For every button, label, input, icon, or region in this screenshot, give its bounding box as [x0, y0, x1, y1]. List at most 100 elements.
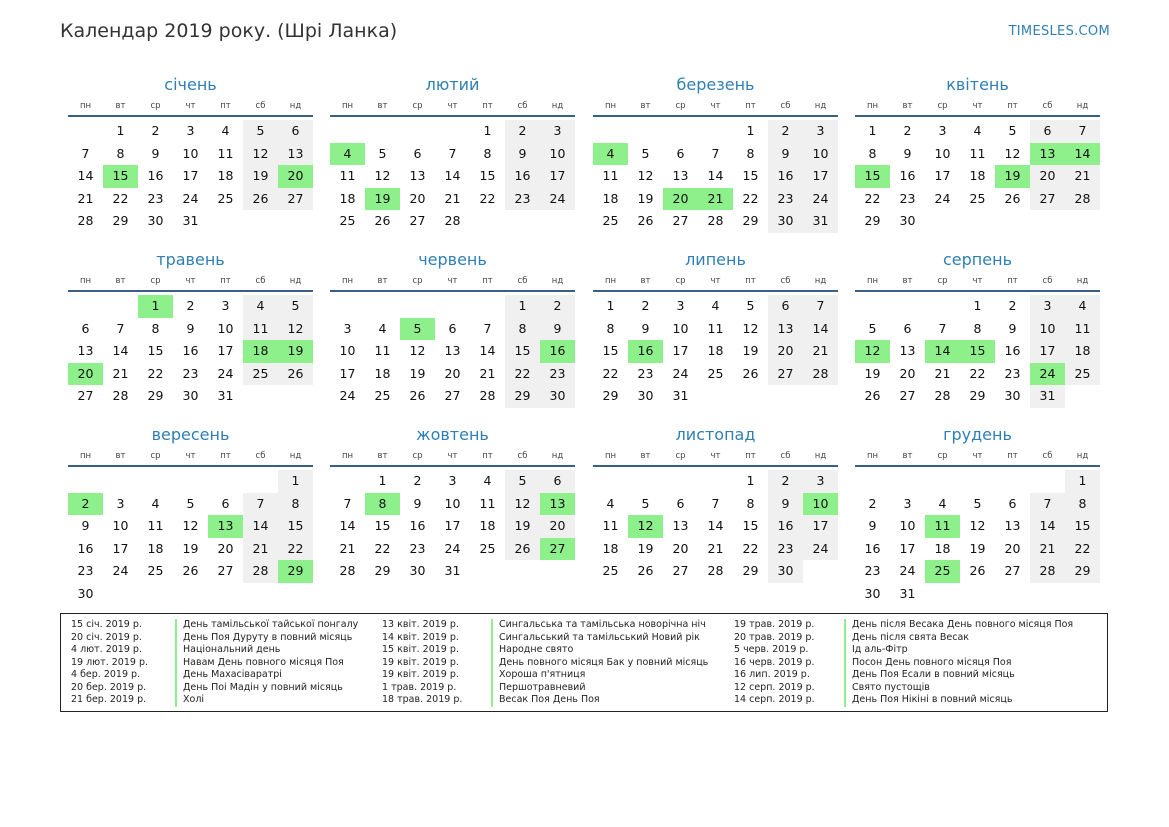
day-cell: 26	[243, 187, 278, 210]
site-link[interactable]: TIMESLES.COM	[1008, 24, 1110, 39]
day-cell: 14	[707, 518, 724, 533]
empty-cell	[995, 470, 1030, 493]
legend-names-1: День тамільської тайської понгалу День По…	[175, 619, 358, 707]
day-cell: 10	[444, 495, 461, 511]
legend-holiday-name: Свято пустощів	[844, 681, 1073, 694]
empty-cell	[138, 470, 173, 493]
day-cell: 4	[378, 320, 387, 336]
weekday-label: пт	[745, 451, 756, 461]
weekday-label: чт	[185, 101, 196, 111]
weekday-label: нд	[814, 101, 827, 111]
day-cell: 10	[182, 145, 199, 161]
day-cell: 13	[444, 343, 461, 358]
weekday-label: пн	[866, 101, 879, 111]
day-cell: 17	[803, 165, 838, 188]
weekday-label: сб	[780, 101, 791, 111]
day-cell: 17	[803, 515, 838, 538]
legend-holiday-name: Першотравневий	[491, 681, 708, 694]
day-cell: 27	[768, 362, 803, 385]
day-cell: 19	[969, 540, 986, 556]
month-6: червень пн вт ср чт пт сб нд 1 2 3 4 5 6 7 8 9 10 11 12 13 14…	[330, 249, 575, 408]
legend-dates-1: 15 січ. 2019 р. 20 січ. 2019 р. 4 лют. 201…	[71, 619, 148, 707]
empty-cell	[330, 470, 365, 493]
holiday-day-cell: 10	[803, 492, 838, 515]
day-cell: 17	[1030, 340, 1065, 363]
day-cell: 27	[77, 388, 94, 403]
weekday-label: нд	[551, 276, 564, 286]
holiday-day-cell: 18	[243, 340, 278, 363]
day-cell: 12	[1004, 145, 1021, 161]
day-cell: 26	[374, 213, 391, 228]
weekday-label: пт	[220, 276, 231, 286]
empty-cell	[243, 470, 278, 493]
holiday-day-cell: 5	[400, 317, 435, 340]
day-cell: 3	[116, 495, 125, 511]
day-cell: 16	[1004, 343, 1021, 358]
weekday-label: пн	[866, 451, 879, 461]
day-cell: 21	[934, 365, 951, 381]
day-cell: 14	[1030, 515, 1065, 538]
weekday-header: пн вт ср чт пт сб нд	[593, 448, 838, 464]
day-cell: 9	[540, 317, 575, 340]
header-rule	[855, 290, 1100, 292]
legend-holiday-name: Національний день	[175, 644, 358, 657]
empty-cell	[663, 120, 698, 143]
day-cell: 9	[413, 495, 422, 511]
day-cell: 25	[243, 362, 278, 385]
day-cell: 7	[803, 295, 838, 318]
weekday-label: пн	[79, 276, 92, 286]
day-cell: 7	[938, 320, 947, 336]
day-cell: 5	[278, 295, 313, 318]
weekday-label: ср	[150, 276, 161, 286]
holiday-day-cell: 2	[68, 492, 103, 515]
day-cell: 4	[151, 495, 160, 511]
weekday-label: нд	[551, 451, 564, 461]
month-name: вересень	[151, 425, 230, 444]
empty-cell	[628, 470, 663, 493]
day-cell: 7	[116, 320, 125, 336]
empty-cell	[400, 120, 435, 143]
legend-names-2: Сингальська та тамільська новорічна ніч С…	[491, 619, 708, 707]
day-cell: 26	[969, 563, 986, 578]
holiday-day-cell: 19	[995, 165, 1030, 188]
day-cell: 29	[602, 388, 619, 403]
day-cell: 22	[278, 537, 313, 560]
empty-cell	[68, 295, 103, 318]
day-cell: 13	[409, 168, 426, 183]
month-name: березень	[676, 75, 755, 94]
legend-date: 14 серп. 2019 р.	[734, 694, 815, 705]
day-cell: 6	[448, 320, 457, 336]
day-cell: 23	[182, 365, 199, 381]
empty-cell	[470, 295, 505, 318]
day-cell: 15	[147, 343, 164, 358]
holiday-day-cell: 15	[855, 165, 890, 188]
legend-date: 20 січ. 2019 р.	[71, 631, 142, 643]
day-cell: 2	[903, 123, 912, 138]
day-cell: 20	[409, 190, 426, 206]
day-cell: 9	[1008, 320, 1017, 336]
holiday-day-cell: 13	[208, 515, 243, 538]
day-cell: 11	[602, 168, 619, 183]
empty-cell	[698, 470, 733, 493]
day-cell: 18	[602, 190, 619, 206]
legend-names-3: День після Весака День повного місяця По…	[844, 619, 1073, 707]
legend-dates-2: 13 квіт. 2019 р. 14 квіт. 2019 р. 15 квіт.…	[382, 619, 462, 707]
day-cell: 1	[1065, 470, 1100, 493]
holiday-day-cell: 25	[925, 560, 960, 583]
empty-cell	[208, 470, 243, 493]
day-cell: 25	[147, 563, 164, 578]
weekday-label: ср	[150, 101, 161, 111]
day-cell: 18	[479, 518, 496, 533]
day-cell: 1	[868, 123, 877, 138]
holiday-day-cell: 14	[1065, 142, 1100, 165]
holiday-day-cell: 15	[103, 165, 138, 188]
day-cell: 6	[676, 495, 685, 511]
day-cell: 22	[505, 362, 540, 385]
day-cell: 17	[672, 343, 689, 358]
header-rule	[68, 115, 313, 117]
day-cell: 14	[77, 168, 94, 183]
day-cell: 5	[973, 495, 982, 511]
day-cell: 5	[746, 298, 755, 313]
day-cell: 15	[278, 515, 313, 538]
legend-dates-3: 19 трав. 2019 р. 20 трав. 2019 р. 5 черв. …	[734, 619, 815, 707]
